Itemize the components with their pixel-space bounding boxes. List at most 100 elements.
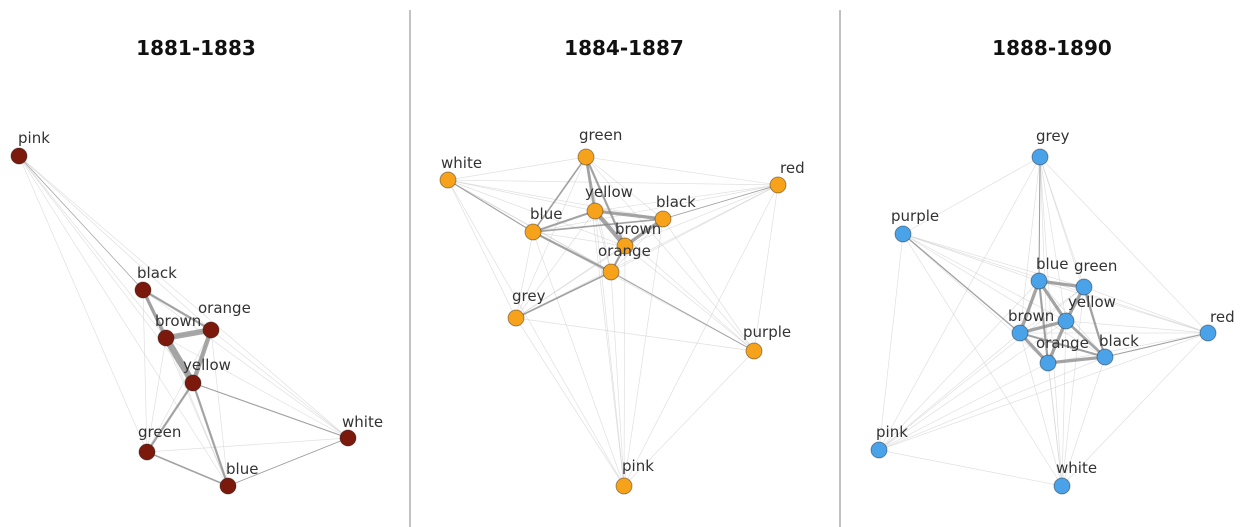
node	[134, 281, 152, 299]
edge	[1061, 332, 1209, 487]
node	[10, 147, 28, 165]
node	[1030, 272, 1048, 290]
node-label: red	[1210, 308, 1235, 326]
node	[219, 477, 237, 495]
node-label: pink	[622, 457, 654, 475]
edge	[515, 245, 626, 319]
edge	[447, 179, 517, 319]
edge	[515, 317, 755, 352]
edge	[878, 362, 1049, 451]
node-label: red	[780, 159, 805, 177]
node	[654, 210, 672, 228]
node-label: blue	[1036, 255, 1068, 273]
node-label: yellow	[183, 356, 231, 374]
node-label: pink	[876, 423, 908, 441]
edge	[878, 320, 1067, 451]
edge	[1061, 356, 1106, 487]
edge	[584, 156, 627, 247]
edge	[18, 155, 167, 339]
node-label: grey	[512, 287, 546, 305]
nodes: pinkblackbrownorangeyellowgreenbluewhite…	[10, 126, 1235, 495]
edge	[902, 233, 1063, 487]
edge	[165, 337, 349, 439]
edge	[594, 210, 625, 487]
edge	[515, 317, 625, 487]
edge	[1019, 331, 1106, 359]
node-label: blue	[226, 460, 258, 478]
edge	[1061, 286, 1085, 487]
node	[577, 148, 595, 166]
edge	[1047, 355, 1106, 365]
edge	[610, 271, 755, 352]
edge	[902, 233, 1067, 322]
edge	[902, 233, 1106, 358]
edge	[902, 233, 1021, 334]
edge	[1083, 286, 1209, 334]
edge	[532, 184, 779, 233]
edge	[141, 289, 168, 339]
node-label: brown	[155, 312, 201, 330]
edge	[878, 449, 1063, 487]
node-label: brown	[615, 220, 661, 238]
edge	[227, 437, 349, 487]
edge	[1037, 280, 1068, 322]
edge	[165, 337, 229, 487]
edge	[1019, 286, 1085, 334]
edge	[623, 350, 755, 487]
edge	[878, 280, 1040, 451]
edge	[585, 156, 779, 186]
node	[1039, 354, 1057, 372]
edge	[146, 329, 212, 453]
edge	[532, 231, 626, 247]
edge	[146, 382, 194, 453]
edge	[1038, 280, 1209, 334]
node	[616, 237, 634, 255]
edge	[532, 209, 596, 234]
edge	[610, 271, 625, 487]
edge	[594, 209, 664, 221]
edge	[1065, 319, 1106, 359]
edge	[447, 179, 534, 233]
edge	[624, 245, 755, 352]
edge	[1082, 286, 1107, 358]
edge	[1104, 332, 1209, 358]
edge	[142, 289, 212, 331]
node	[524, 223, 542, 241]
edge	[1047, 332, 1209, 364]
node	[870, 441, 888, 459]
node	[894, 225, 912, 243]
edge	[1039, 156, 1063, 487]
edge	[18, 155, 349, 439]
edge	[191, 382, 230, 487]
panel-title: 1884-1887	[564, 36, 684, 60]
edge	[878, 233, 904, 451]
node-label: white	[342, 413, 383, 431]
panel-title: 1888-1890	[992, 36, 1112, 60]
node-label: pink	[18, 129, 50, 147]
edge	[1047, 362, 1063, 487]
node-label: black	[656, 193, 696, 211]
node	[339, 429, 357, 447]
edge	[623, 218, 664, 487]
node	[615, 477, 633, 495]
edge	[878, 332, 1021, 451]
node-label: black	[137, 264, 177, 282]
node	[1075, 278, 1093, 296]
edge	[447, 156, 587, 181]
node	[1011, 324, 1029, 342]
edge	[1039, 156, 1209, 334]
edge	[878, 356, 1106, 451]
edge	[1019, 332, 1063, 487]
edge	[623, 184, 779, 487]
edge	[662, 218, 755, 352]
edge	[210, 329, 229, 487]
edge	[210, 329, 349, 439]
edge	[624, 184, 779, 247]
edge	[594, 210, 755, 352]
edge	[594, 210, 612, 273]
edge	[447, 179, 625, 487]
edge	[532, 231, 625, 487]
node-label: grey	[1036, 127, 1070, 145]
edge	[584, 156, 597, 212]
